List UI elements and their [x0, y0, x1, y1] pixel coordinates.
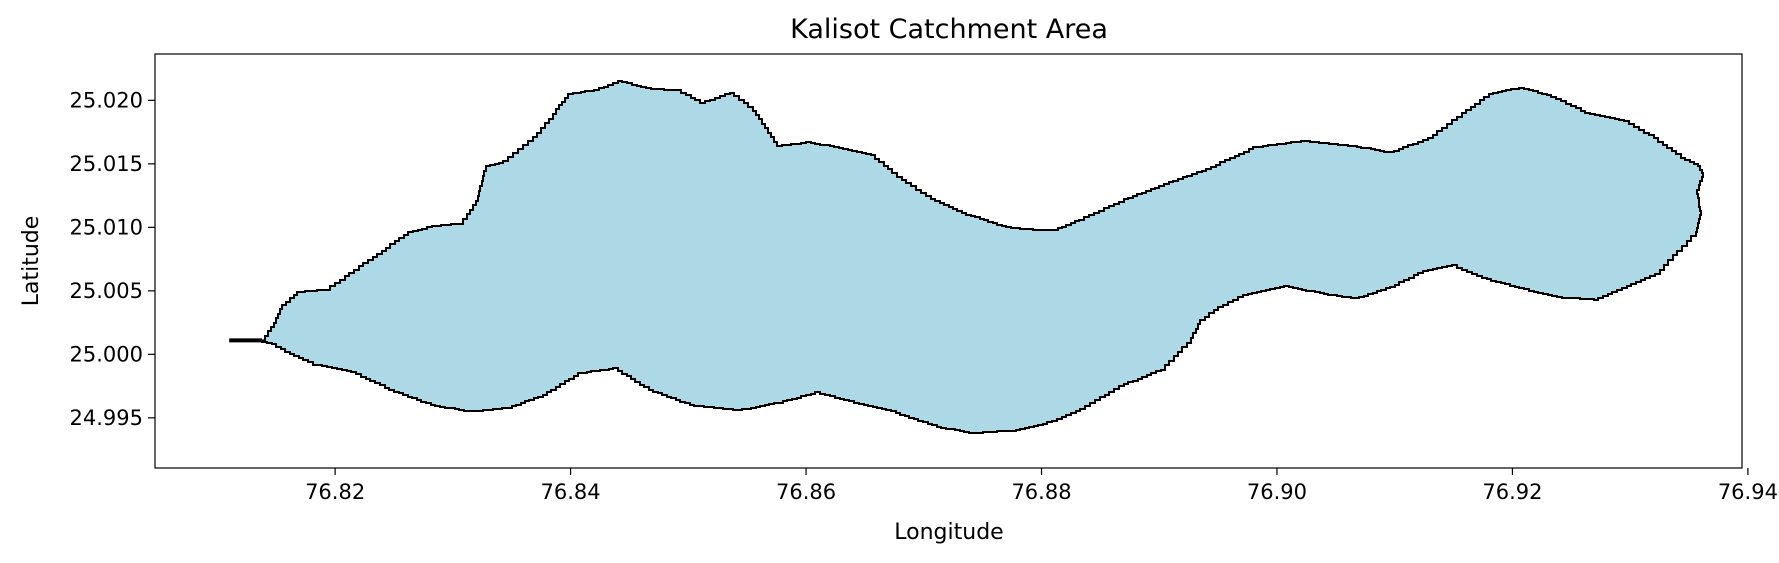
x-tick-label: 76.90 [1247, 480, 1307, 504]
y-tick-label: 25.005 [70, 279, 143, 303]
x-tick-label: 76.92 [1482, 480, 1542, 504]
y-tick-label: 25.020 [70, 88, 143, 112]
x-tick-label: 76.88 [1011, 480, 1071, 504]
x-tick-label: 76.82 [305, 480, 365, 504]
catchment-polygon [261, 80, 1704, 434]
x-tick-label: 76.84 [541, 480, 601, 504]
y-axis: 24.995 25.000 25.005 25.010 25.015 25.020 [70, 88, 155, 430]
x-axis-label: Longitude [894, 520, 1003, 545]
y-tick-label: 25.015 [70, 152, 143, 176]
x-tick-label: 76.86 [776, 480, 836, 504]
y-tick-label: 25.000 [70, 342, 143, 366]
x-tick-label: 76.94 [1718, 480, 1778, 504]
catchment-layer [229, 80, 1704, 434]
y-axis-label: Latitude [19, 216, 44, 307]
x-axis: 76.82 76.84 76.86 76.88 76.90 76.92 76.94 [305, 468, 1778, 504]
y-tick-label: 24.995 [70, 406, 143, 430]
plot-frame [154, 53, 1743, 469]
map-title: Kalisot Catchment Area [790, 14, 1108, 45]
y-tick-label: 25.010 [70, 215, 143, 239]
